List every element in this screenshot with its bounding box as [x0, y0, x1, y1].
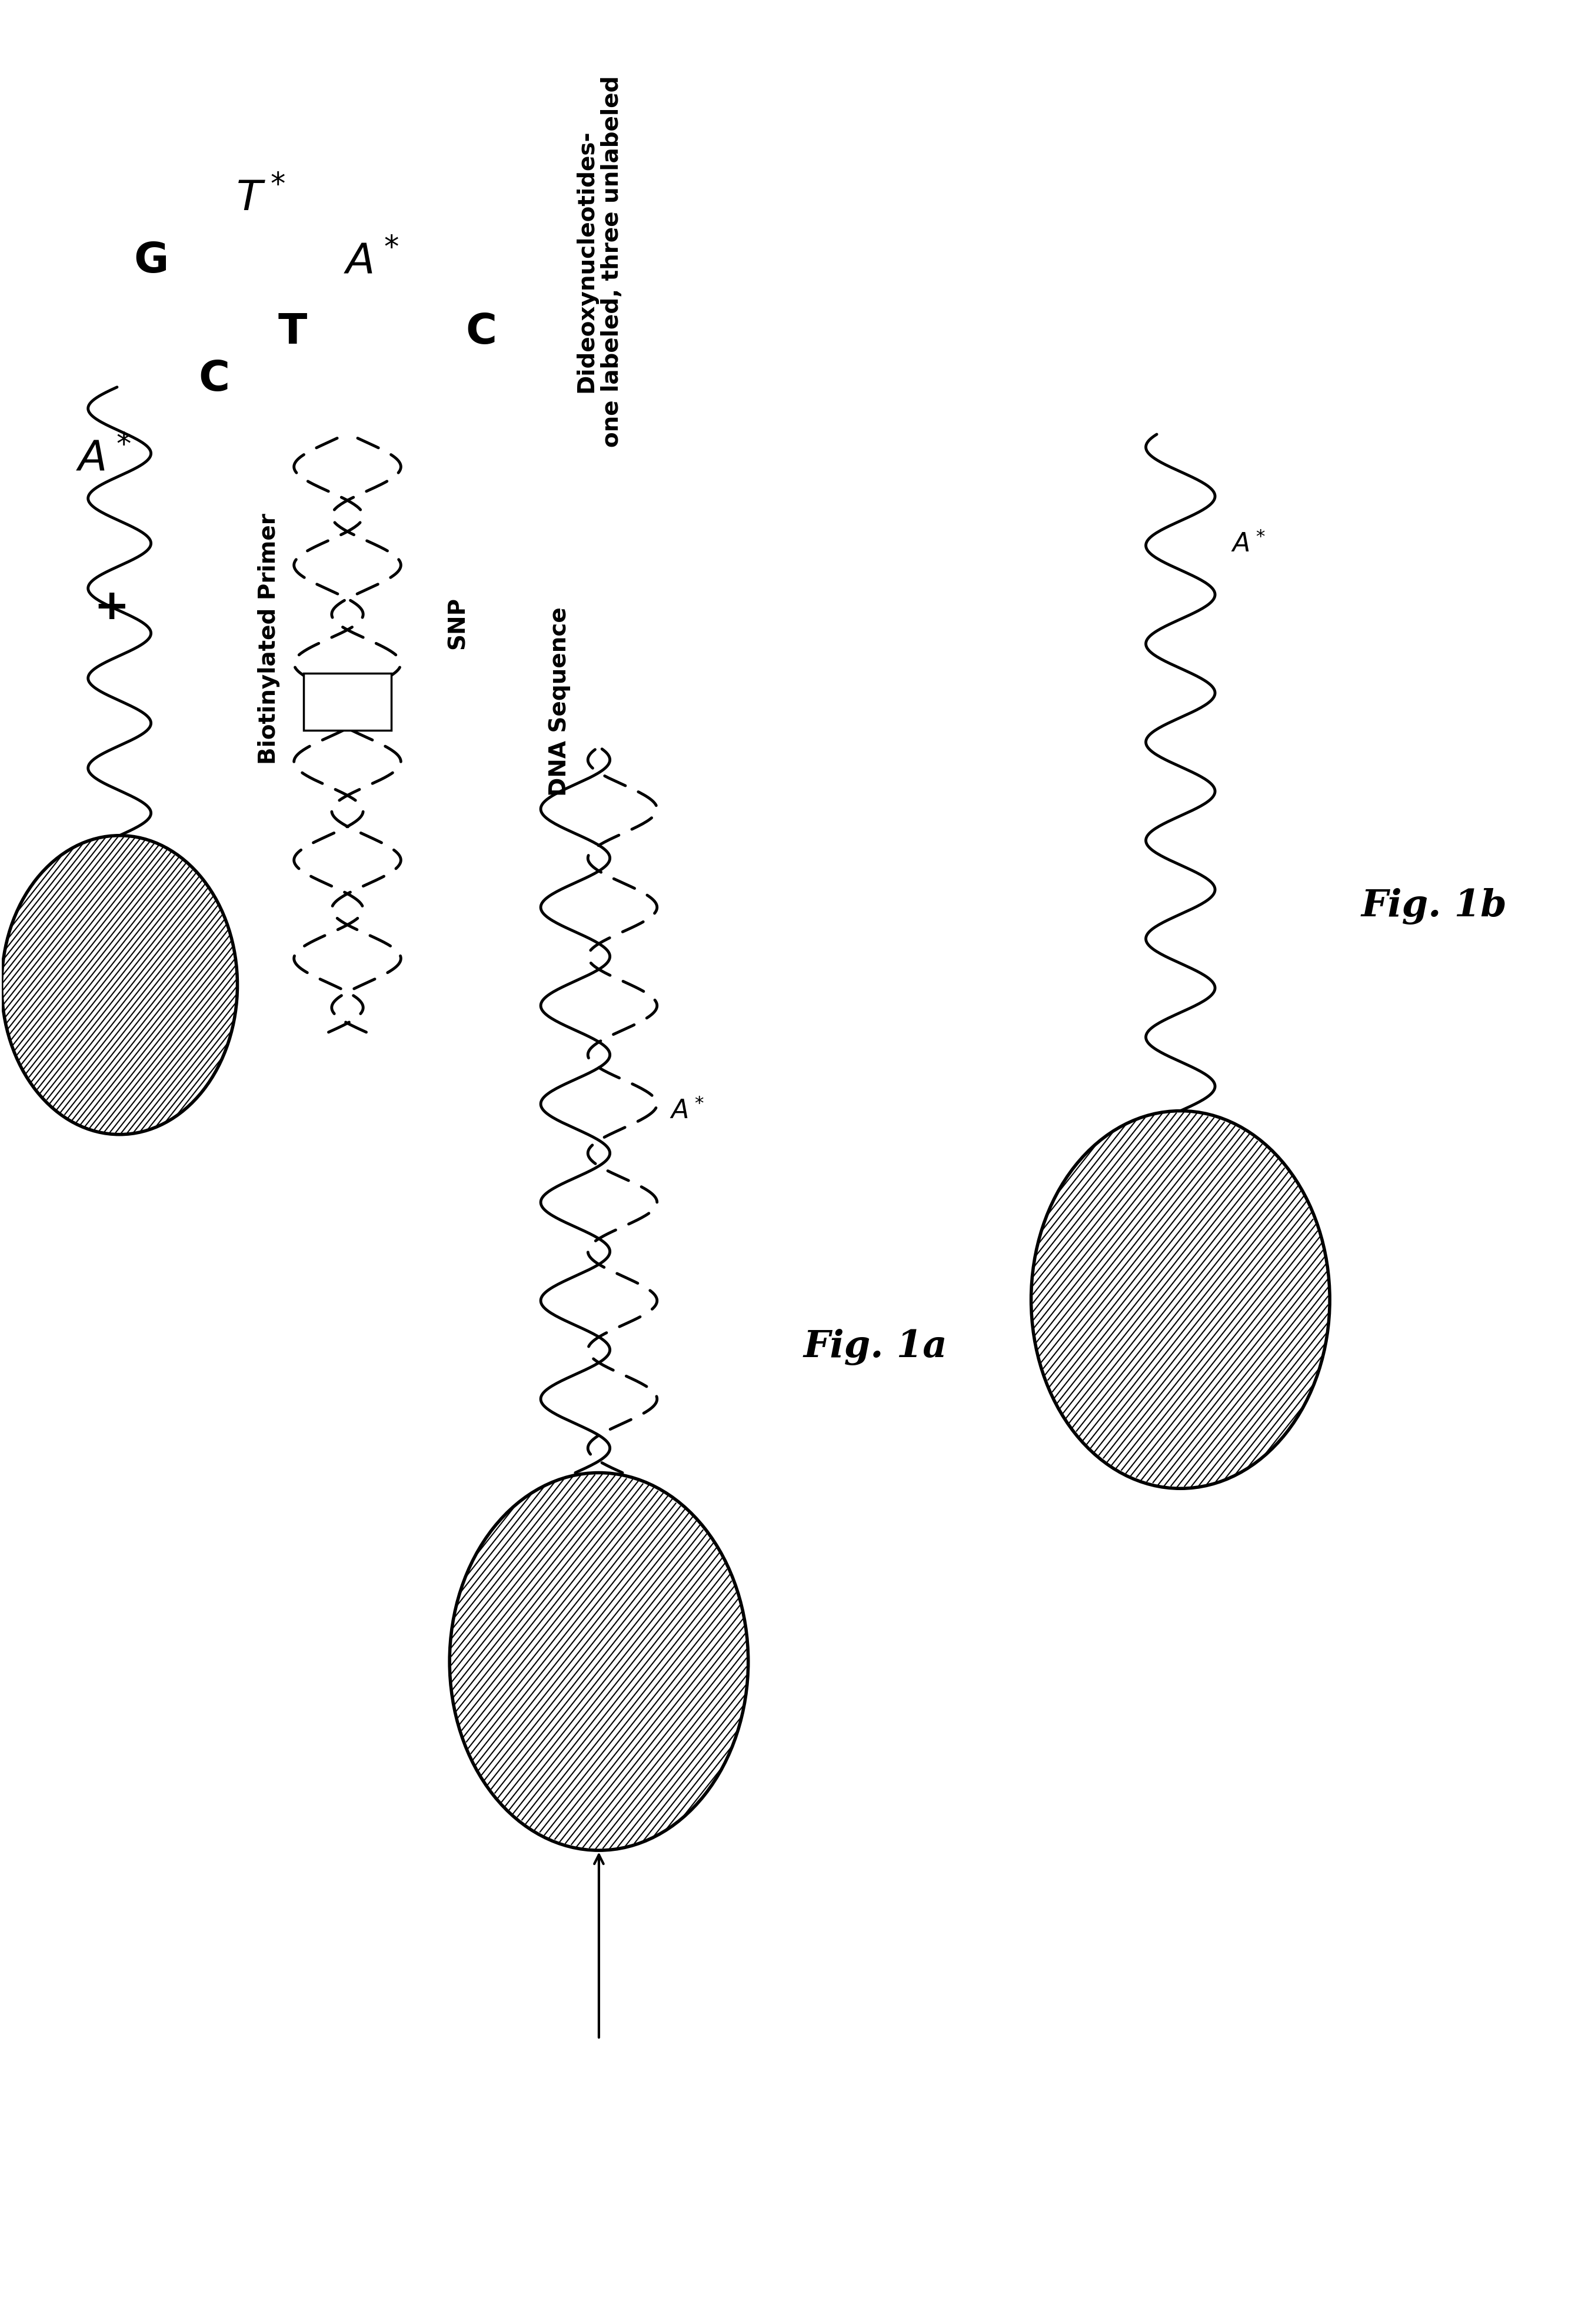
- Text: SNP: SNP: [446, 597, 469, 648]
- Text: Fig. 1b: Fig. 1b: [1361, 888, 1507, 925]
- Bar: [304, 674, 392, 730]
- Ellipse shape: [1032, 1111, 1329, 1487]
- Text: Dideoxynucleotides-
one labeled, three unlabeled: Dideoxynucleotides- one labeled, three u…: [575, 74, 624, 446]
- Text: Biotinylated Primer: Biotinylated Primer: [258, 514, 280, 765]
- Ellipse shape: [2, 837, 238, 1134]
- Text: $A^*$: $A^*$: [343, 239, 398, 284]
- Ellipse shape: [449, 1473, 748, 1850]
- Text: Fig. 1a: Fig. 1a: [803, 1329, 947, 1364]
- Text: C: C: [466, 311, 496, 353]
- Text: DNA Sequence: DNA Sequence: [548, 607, 570, 797]
- Text: $A^*$: $A^*$: [76, 437, 131, 479]
- Text: +: +: [95, 588, 129, 627]
- Text: T: T: [277, 311, 307, 353]
- Text: C: C: [198, 358, 230, 400]
- Text: $T^*$: $T^*$: [236, 177, 287, 218]
- Text: G: G: [134, 242, 169, 281]
- Text: $A^*$: $A^*$: [669, 1097, 704, 1125]
- Text: $A^*$: $A^*$: [1230, 532, 1265, 558]
